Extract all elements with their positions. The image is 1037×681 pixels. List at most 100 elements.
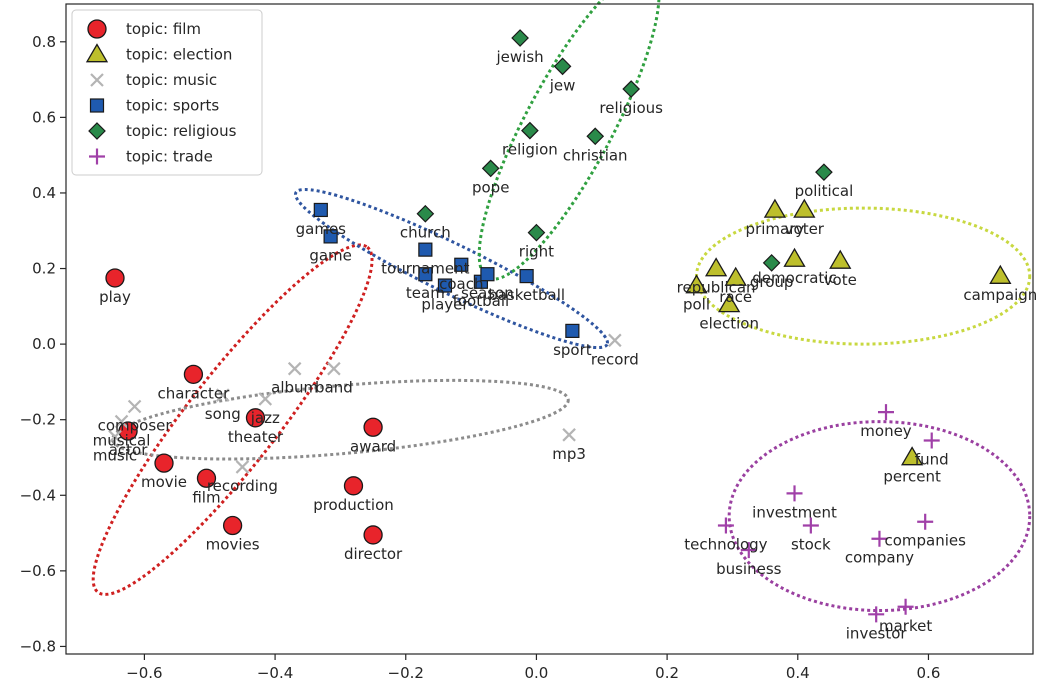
- point-sports-coach: [454, 257, 469, 272]
- point-label: tournament: [381, 260, 470, 278]
- point-music-jazz: [258, 392, 273, 406]
- point-label: director: [344, 545, 403, 563]
- point-trade-stock: [802, 517, 819, 534]
- point-music-music: [108, 429, 122, 444]
- point-sports-season: [480, 267, 495, 282]
- point-label: voter: [785, 220, 825, 238]
- legend-label-election: topic: election: [126, 46, 232, 64]
- point-film-character: [183, 364, 204, 384]
- point-label: game: [309, 246, 352, 264]
- x-tick-label: −0.6: [126, 664, 162, 681]
- point-religious-political: [815, 163, 833, 182]
- point-label: games: [296, 220, 347, 238]
- point-label: jazz: [250, 409, 280, 427]
- point-religious-church: [416, 204, 435, 223]
- legend-marker-election: [85, 43, 109, 63]
- legend-label-film: topic: film: [126, 20, 201, 38]
- point-sports-games: [313, 202, 328, 218]
- axes: −0.6 −0.4 −0.2 0.0 0.2 0.4 0.6 0.8 0.6 0.4 0.2 0.0 −…: [20, 3, 1034, 681]
- point-label: republican: [677, 279, 756, 297]
- point-label: production: [313, 496, 394, 514]
- point-label: poll: [683, 296, 710, 314]
- point-election-vote: [829, 249, 852, 269]
- point-label: democratic: [752, 269, 836, 287]
- point-label: season: [461, 284, 514, 302]
- point-music-record: [608, 333, 622, 348]
- point-religious-religious: [622, 80, 641, 98]
- y-tick-label: −0.6: [20, 562, 56, 580]
- point-label: right: [519, 243, 554, 261]
- point-label: movie: [141, 473, 187, 491]
- point-election-republican: [704, 257, 728, 277]
- point-label: vote: [824, 271, 857, 289]
- point-label: campaign: [963, 286, 1037, 304]
- point-label: christian: [563, 146, 628, 164]
- point-sports-game: [323, 229, 338, 244]
- point-label: mp3: [552, 445, 586, 463]
- point-label: player: [421, 296, 469, 314]
- point-label: composer: [98, 416, 173, 434]
- point-film-award: [363, 417, 383, 437]
- point-label: pope: [472, 178, 509, 196]
- point-label: companies: [884, 532, 966, 550]
- point-trade-fund: [923, 432, 940, 449]
- point-label: money: [860, 422, 912, 440]
- point-label: election: [699, 314, 759, 332]
- point-label: percent: [883, 467, 941, 485]
- y-tick-label: 0.8: [32, 33, 56, 51]
- point-label: play: [99, 288, 131, 306]
- point-election-race: [724, 266, 747, 286]
- legend-label-music: topic: music: [126, 71, 217, 89]
- point-label: character: [157, 384, 230, 402]
- legend-marker-sports: [89, 98, 105, 113]
- legend-marker-music: [90, 73, 104, 87]
- data-points: [105, 29, 1012, 623]
- x-tick-label: 0.4: [786, 664, 810, 681]
- point-film-theater: [245, 408, 266, 428]
- point-label: jewish: [496, 48, 544, 66]
- point-music-musical: [114, 414, 129, 429]
- legend-label-trade: topic: trade: [126, 148, 213, 166]
- point-film-director: [363, 525, 383, 545]
- cluster-ellipse-sports: [293, 187, 609, 350]
- point-label: group: [750, 273, 794, 291]
- point-trade-business: [740, 542, 757, 559]
- point-label: song: [205, 405, 241, 423]
- cluster-ellipses: [91, 0, 1032, 613]
- y-tick-label: 0.6: [32, 108, 56, 126]
- point-labels: play character actor movie film theater movies…: [93, 48, 1037, 642]
- point-label: album: [271, 379, 318, 397]
- point-label: theater: [228, 428, 284, 446]
- point-label: sport: [553, 341, 592, 359]
- point-trade-investment: [786, 485, 803, 502]
- point-label: jew: [549, 76, 576, 94]
- y-tick-label: −0.4: [20, 486, 56, 504]
- point-label: band: [315, 379, 353, 397]
- y-tick-label: −0.8: [20, 637, 56, 655]
- point-election-election: [718, 293, 741, 313]
- point-label: religious: [599, 99, 663, 117]
- point-trade-market: [897, 598, 914, 615]
- point-label: stock: [791, 536, 831, 554]
- point-religious-jew: [553, 57, 572, 76]
- plot-frame: [65, 3, 1034, 655]
- point-label: religion: [502, 141, 558, 159]
- point-trade-companies: [917, 513, 934, 530]
- point-religious-right: [527, 223, 546, 242]
- point-religious-christian: [586, 127, 605, 146]
- point-election-campaign: [989, 264, 1012, 284]
- x-tick-label: −0.2: [388, 664, 424, 681]
- y-tick-label: 0.2: [32, 260, 56, 278]
- y-tick-label: 0.4: [32, 184, 56, 202]
- point-sports-player: [437, 278, 453, 293]
- point-election-poll: [685, 274, 708, 294]
- point-election-percent: [900, 446, 924, 466]
- legend-label-sports: topic: sports: [126, 97, 219, 115]
- point-film-production: [343, 476, 364, 496]
- point-label: basketball: [488, 286, 565, 304]
- point-label: investor: [846, 624, 908, 642]
- cluster-ellipse-music: [111, 378, 570, 461]
- point-sports-tournament: [418, 242, 433, 257]
- point-trade-technology: [717, 517, 734, 534]
- legend-marker-religious: [88, 122, 106, 140]
